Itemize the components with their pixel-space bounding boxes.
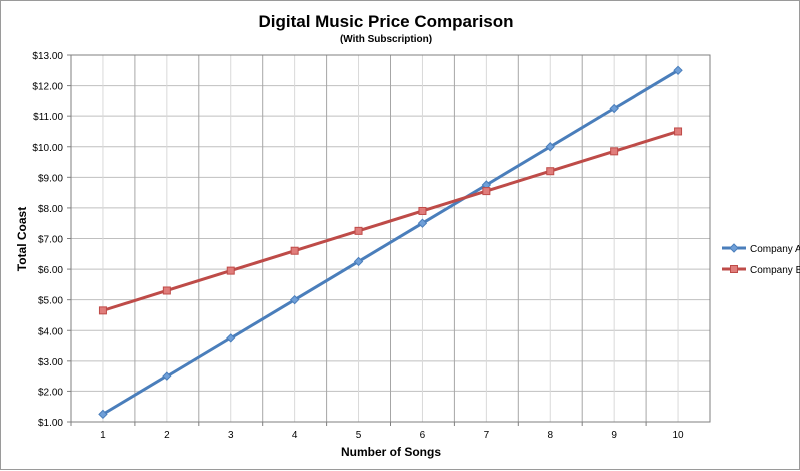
data-point [673, 65, 683, 75]
data-point [546, 167, 555, 176]
y-tick-label: $12.00 [32, 82, 63, 93]
legend-label: Company B [750, 265, 800, 276]
x-tick-label: 2 [164, 430, 170, 441]
y-tick-label: $7.00 [38, 235, 63, 246]
data-point [609, 103, 619, 114]
x-axis-ticks: 1 2 3 4 5 6 7 8 9 10 [70, 422, 684, 441]
y-tick-label: $4.00 [38, 326, 63, 337]
data-point [98, 409, 108, 420]
data-point [289, 294, 300, 305]
legend-marker [729, 243, 739, 253]
x-tick-label: 4 [292, 430, 298, 441]
data-point [674, 127, 683, 136]
y-tick-label: $6.00 [38, 265, 63, 276]
y-tick-label: $10.00 [32, 143, 63, 154]
x-axis-title: Number of Songs [341, 445, 441, 459]
y-tick-label: $8.00 [38, 204, 63, 215]
data-point [418, 206, 427, 215]
y-tick-label: $1.00 [38, 418, 63, 429]
y-tick-label: $11.00 [33, 112, 63, 123]
y-tick-label: $2.00 [38, 387, 63, 398]
data-point [482, 187, 491, 196]
series-company-a [98, 65, 683, 420]
y-tick-label: $3.00 [38, 357, 63, 368]
x-tick-label: 3 [228, 430, 234, 441]
data-point [354, 226, 363, 235]
data-point [162, 286, 171, 295]
x-tick-label: 1 [100, 430, 106, 441]
series-line [102, 69, 679, 416]
data-point [226, 266, 235, 275]
x-tick-label: 6 [420, 430, 426, 441]
x-tick-label: 10 [672, 430, 684, 441]
chart-title: Digital Music Price Comparison [258, 12, 513, 31]
series-line [102, 130, 679, 312]
data-point [353, 256, 364, 267]
data-point [417, 218, 428, 228]
y-tick-label: $13.00 [32, 51, 63, 62]
x-tick-label: 9 [611, 430, 617, 441]
chart-subtitle: (With Subscription) [340, 34, 432, 45]
x-tick-label: 8 [547, 430, 553, 441]
data-point [290, 246, 299, 255]
legend: Company A Company B [722, 243, 800, 276]
x-tick-label: 5 [356, 430, 362, 441]
data-point [98, 306, 107, 315]
y-tick-label: $9.00 [38, 173, 63, 184]
y-axis-title: Total Coast [15, 207, 29, 271]
legend-label: Company A [750, 244, 800, 255]
data-point [545, 142, 555, 152]
data-point [610, 147, 619, 156]
series-company-b [98, 127, 683, 315]
y-tick-label: $5.00 [38, 296, 63, 307]
y-axis-ticks: $1.00 $2.00 $3.00 $4.00 $5.00 $6.00 $7.00 $8.00… [32, 51, 71, 429]
data-point [226, 333, 236, 343]
legend-marker [730, 265, 738, 273]
x-tick-label: 7 [484, 430, 490, 441]
series-lines [98, 65, 683, 420]
data-point [162, 371, 172, 381]
